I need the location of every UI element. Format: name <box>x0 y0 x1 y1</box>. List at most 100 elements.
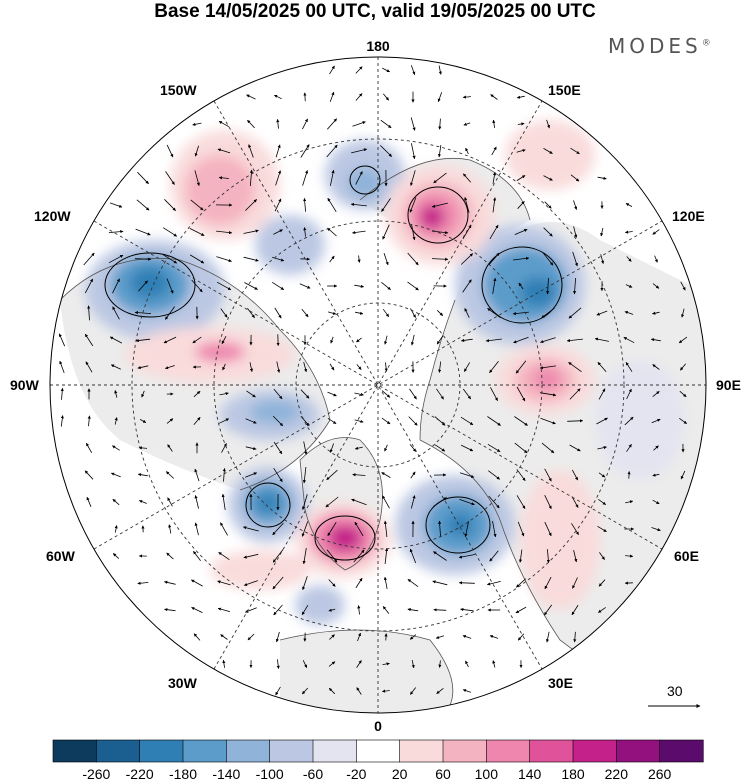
wind-vector <box>219 418 230 424</box>
wind-vector <box>217 148 231 154</box>
wind-vector <box>679 390 687 398</box>
wind-vector <box>485 338 502 343</box>
wind-vector <box>486 581 501 586</box>
wind-vector <box>544 576 552 590</box>
wind-vector <box>164 608 176 612</box>
wind-vector <box>110 364 121 370</box>
wind-vector <box>354 521 364 537</box>
wind-vector <box>488 252 500 266</box>
wind-vector <box>112 553 120 559</box>
wind-vector <box>328 687 336 695</box>
colorbar: -260 -220 -180 -140 -100 -60 -20 20 60 100 140 180 2… <box>52 739 704 782</box>
lon-label-150w: 150W <box>160 82 197 98</box>
wind-vector <box>164 580 176 585</box>
positive-anomaly-90e-core <box>533 368 561 390</box>
wind-vector <box>515 606 527 614</box>
wind-vector <box>514 416 528 426</box>
wind-vector <box>221 443 227 453</box>
wind-vector <box>488 470 500 480</box>
wind-vector <box>516 578 526 588</box>
wind-vector <box>571 604 579 616</box>
wind-vector <box>516 386 526 402</box>
wind-vector <box>326 469 338 481</box>
wind-vector <box>567 419 584 423</box>
positive-anomaly-north-pacific-east <box>505 120 595 190</box>
lon-label-30w: 30W <box>168 675 198 691</box>
negative-anomaly-north-pacific-core <box>347 168 383 198</box>
wind-vector <box>302 170 309 186</box>
wind-vector <box>302 548 307 565</box>
wind-vector <box>139 419 147 423</box>
wind-vector <box>489 550 499 562</box>
modes-logo: MODES® <box>608 34 711 58</box>
wind-vector <box>302 118 308 130</box>
wind-vector <box>58 333 66 347</box>
meridian-150w-30e <box>213 100 543 670</box>
wind-vector <box>513 336 529 344</box>
colorbar-tick-label: -260 <box>82 766 110 782</box>
wind-vector <box>434 416 446 426</box>
wind-vector <box>218 551 230 561</box>
wind-vector <box>244 282 258 290</box>
colorbar-tick-label: -220 <box>126 766 154 782</box>
colorbar-tick-label: 20 <box>392 766 408 782</box>
brand-name: MODES <box>608 34 702 58</box>
wind-vector <box>539 365 556 370</box>
wind-vector <box>352 473 366 477</box>
wind-vector <box>274 94 282 100</box>
wind-vector <box>272 549 284 563</box>
wind-vector <box>490 387 498 401</box>
wind-vector <box>222 659 226 668</box>
wind-vector <box>357 255 361 263</box>
wind-vector <box>134 257 152 261</box>
wind-vector <box>112 306 120 320</box>
positive-anomaly-0-center <box>328 525 362 551</box>
wind-vector <box>193 633 201 641</box>
wind-vector <box>382 662 390 666</box>
wind-vector <box>354 392 364 396</box>
wind-vector <box>571 523 579 535</box>
wind-vector <box>465 660 469 668</box>
wind-vector <box>327 521 337 537</box>
wind-vector <box>303 361 308 373</box>
negative-anomaly-60w-center <box>257 493 279 513</box>
wind-vector <box>216 281 232 291</box>
wind-vector <box>114 417 118 425</box>
wind-vector <box>112 498 120 506</box>
positive-anomaly-150w-core <box>185 155 255 225</box>
wind-vector <box>382 224 390 240</box>
negative-anomaly-east-canada-core <box>250 400 300 424</box>
wind-vector <box>679 417 687 425</box>
wind-vector <box>573 550 578 563</box>
wind-vector <box>329 255 335 263</box>
wind-vector <box>165 471 175 479</box>
wind-vector <box>163 336 177 344</box>
wind-vector <box>381 281 391 291</box>
coastline-alaska <box>359 157 531 221</box>
wind-vector <box>134 311 152 315</box>
colorbar-swatch <box>52 739 97 763</box>
wind-vector <box>166 418 174 424</box>
wind-vector <box>194 522 199 536</box>
wind-vector <box>543 227 553 237</box>
colorbar-swatch <box>399 739 444 763</box>
wind-vector <box>325 496 339 508</box>
wind-vector <box>220 522 228 536</box>
wind-vector <box>303 92 307 102</box>
wind-vector <box>328 608 336 612</box>
wind-vector <box>276 361 281 373</box>
wind-vector <box>354 446 363 450</box>
wind-vector <box>139 500 147 504</box>
wind-vector <box>598 388 606 400</box>
colorbar-tick-label: -20 <box>346 766 366 782</box>
wind-vector <box>272 522 284 536</box>
wind-vector <box>353 549 365 563</box>
colorbar-tick-label: 260 <box>648 766 672 782</box>
wind-vector <box>247 308 255 318</box>
wind-vector <box>114 390 118 398</box>
wind-vector <box>245 199 257 211</box>
wind-vector <box>243 256 259 262</box>
wind-vector <box>326 549 338 563</box>
colorbar-tick-label: 180 <box>561 766 585 782</box>
wind-vector <box>220 634 228 640</box>
